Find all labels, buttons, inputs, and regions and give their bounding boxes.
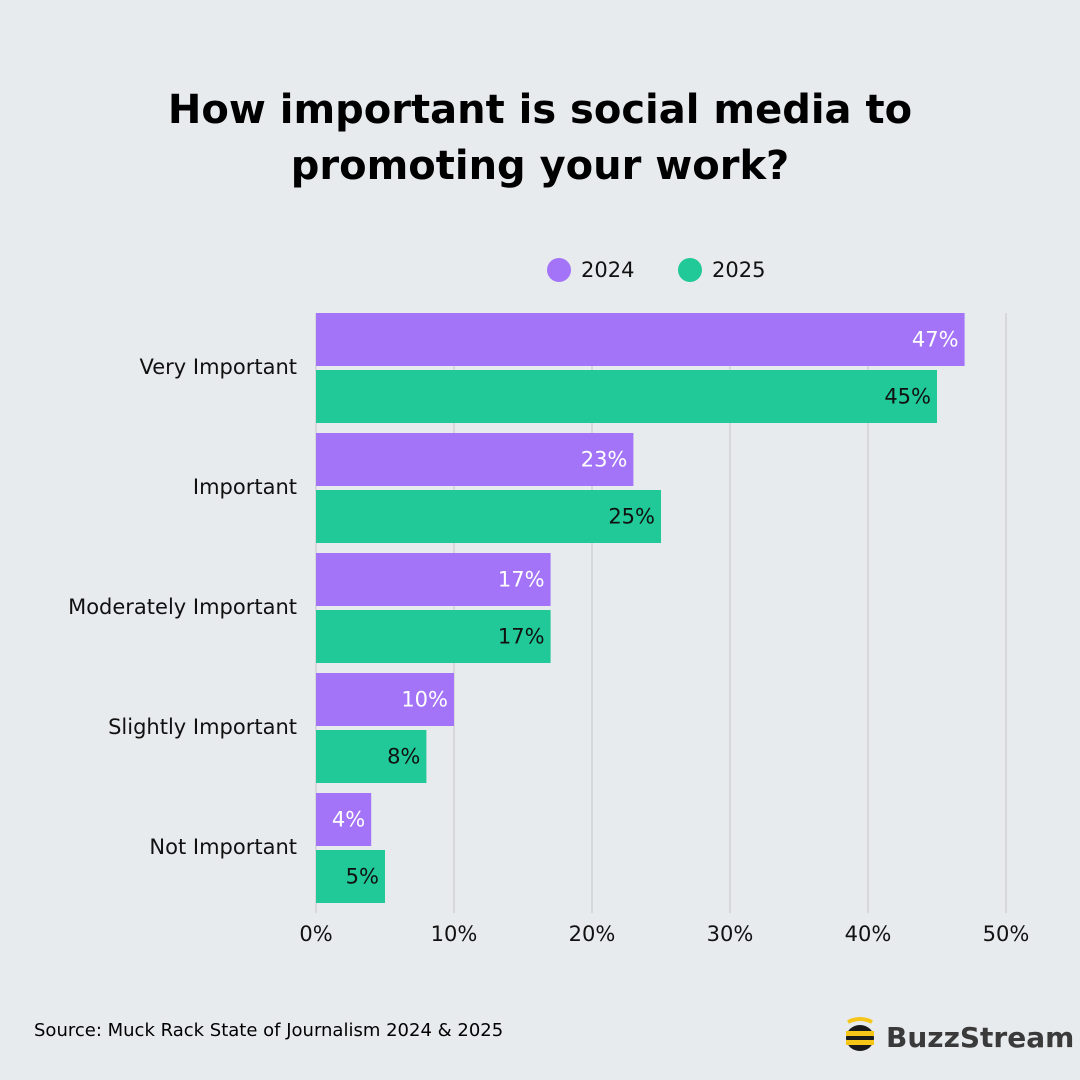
value-label: 8%: [387, 745, 420, 769]
bar: [316, 793, 372, 846]
value-label: 17%: [498, 625, 545, 649]
value-label: 4%: [332, 808, 365, 832]
x-tick-label: 0%: [299, 922, 332, 946]
x-tick-label: 50%: [983, 922, 1030, 946]
y-tick-label: Moderately Important: [68, 595, 297, 619]
x-tick-label: 30%: [707, 922, 754, 946]
value-label: 10%: [401, 688, 448, 712]
bar: [316, 673, 454, 726]
logo-icon: [846, 1017, 874, 1051]
brand: BuzzStream: [886, 1021, 1074, 1054]
y-tick-label: Slightly Important: [108, 715, 297, 739]
value-label: 23%: [581, 448, 628, 472]
value-label: 17%: [498, 568, 545, 592]
bar: [316, 553, 551, 606]
value-label: 45%: [884, 385, 931, 409]
bar: [316, 490, 661, 543]
value-label: 25%: [608, 505, 655, 529]
bar: [316, 730, 427, 783]
legend-marker: [678, 258, 702, 282]
source: Source: Muck Rack State of Journalism 20…: [34, 1020, 504, 1041]
bar: [316, 433, 634, 486]
x-tick-label: 20%: [569, 922, 616, 946]
x-tick-label: 10%: [431, 922, 478, 946]
chart-title: How important is social media to promoti…: [167, 87, 913, 189]
legend-label: 2025: [712, 258, 765, 282]
legend-marker: [547, 258, 571, 282]
bar: [316, 610, 551, 663]
legend-label: 2024: [581, 258, 634, 282]
y-tick-label: Very Important: [140, 355, 298, 379]
bar: [316, 313, 965, 366]
x-tick-label: 40%: [845, 922, 892, 946]
bar: [316, 370, 937, 423]
value-label: 47%: [912, 328, 959, 352]
y-tick-label: Not Important: [149, 835, 297, 859]
value-label: 5%: [346, 865, 379, 889]
y-tick-label: Important: [193, 475, 297, 499]
bar: [316, 850, 385, 903]
